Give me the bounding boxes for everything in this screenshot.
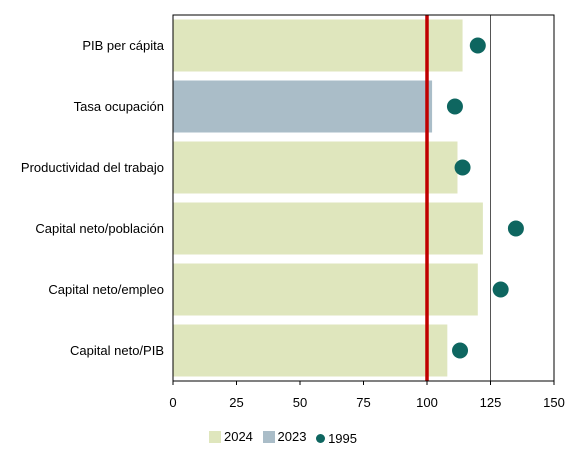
category-label: Capital neto/PIB (70, 343, 164, 358)
bar-2024-2 (173, 141, 458, 194)
legend-label-1995: 1995 (328, 430, 357, 446)
x-tick-label: 150 (543, 395, 565, 410)
category-label: Tasa ocupación (74, 99, 164, 114)
bar-2024-0 (173, 19, 463, 72)
legend-item-2024: 2024 (208, 429, 253, 445)
x-tick-label: 50 (293, 395, 307, 410)
legend-item-1995: 1995 (316, 431, 357, 447)
legend-swatch-2024 (208, 431, 221, 443)
dot-1995-0 (469, 37, 486, 54)
dot-1995-2 (454, 159, 471, 176)
legend-swatch-2023 (262, 431, 275, 443)
chart-legend: 2024 2023 1995 (0, 429, 566, 447)
category-label: PIB per cápita (82, 38, 164, 53)
bar-2024-4 (173, 263, 478, 316)
dot-1995-5 (452, 342, 469, 359)
legend-swatch-1995 (316, 434, 326, 443)
legend-label-2023: 2023 (277, 429, 307, 444)
x-tick-label: 125 (480, 395, 502, 410)
bar-2024-5 (173, 324, 448, 377)
bar-2024-3 (173, 202, 483, 255)
bar-2023-1 (173, 80, 433, 133)
category-label: Capital neto/población (35, 221, 164, 236)
x-tick-label: 0 (169, 395, 176, 410)
chart-canvas: PIB per cápita Tasa ocupación Productivida… (21, 14, 565, 410)
dot-1995-4 (492, 281, 509, 298)
x-tick-label: 100 (416, 395, 438, 410)
dot-1995-1 (446, 98, 463, 115)
x-tick-label: 75 (356, 395, 370, 410)
dot-1995-3 (507, 220, 524, 237)
legend-label-2024: 2024 (223, 429, 253, 444)
category-label: Productividad del trabajo (21, 160, 164, 175)
category-label: Capital neto/empleo (48, 282, 164, 297)
x-tick-label: 25 (229, 395, 243, 410)
legend-item-2023: 2023 (262, 429, 307, 445)
